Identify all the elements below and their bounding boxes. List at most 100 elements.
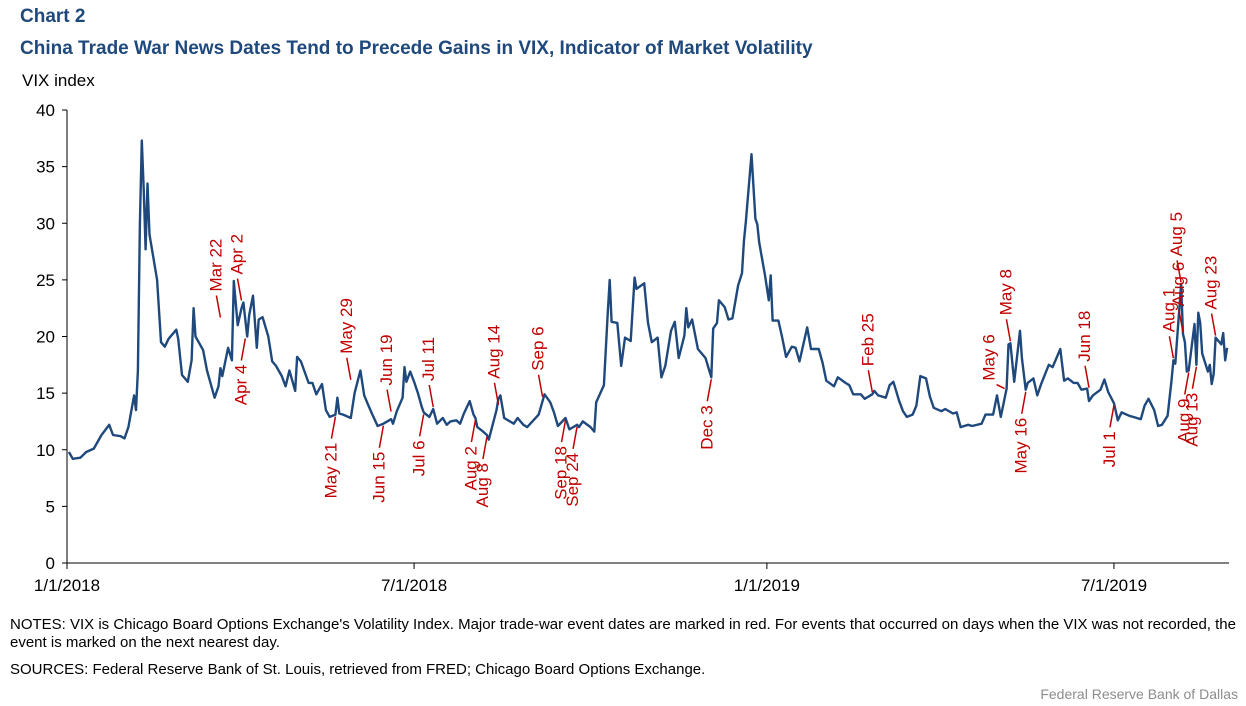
y-tick-label: 35 — [36, 158, 55, 177]
y-tick-label: 5 — [46, 497, 55, 516]
event-leader-line — [1168, 336, 1175, 359]
credit-text: Federal Reserve Bank of Dallas — [1040, 686, 1238, 702]
event-leader-line — [418, 414, 425, 437]
event-annotation: Jul 11 — [419, 337, 438, 408]
event-leader-line — [1191, 366, 1198, 389]
event-annotation: Aug 23 — [1202, 256, 1221, 336]
event-annotation: Jun 18 — [1075, 311, 1094, 388]
event-label: Aug 9 — [1175, 398, 1194, 442]
event-leader-line — [493, 382, 500, 405]
y-tick-label: 10 — [36, 441, 55, 460]
y-tick-label: 15 — [36, 384, 55, 403]
event-label: May 21 — [321, 443, 340, 499]
event-annotation: Jul 6 — [410, 414, 429, 476]
event-annotation: Mar 22 — [206, 239, 225, 318]
event-label: Mar 22 — [206, 239, 225, 292]
x-tick-label: 7/1/2019 — [1081, 576, 1147, 595]
event-leader-line — [240, 338, 247, 361]
event-annotation: Sep 24 — [563, 426, 582, 507]
event-label: Aug 5 — [1167, 212, 1186, 256]
event-leader-line — [1178, 310, 1184, 333]
event-label: May 6 — [980, 334, 999, 380]
x-tick-label: 1/1/2019 — [734, 576, 800, 595]
event-leader-line — [236, 278, 243, 301]
y-tick-label: 25 — [36, 271, 55, 290]
event-annotation: Sep 6 — [529, 326, 548, 397]
event-annotations: Mar 22 Apr 2 Apr 4 May 21 May 29 Jun 15 Jun 19… — [206, 212, 1220, 507]
event-label: Sep 18 — [552, 446, 571, 500]
event-annotation: Apr 2 — [227, 234, 246, 301]
axes: 0 5 10 15 20 25 30 35 40 1/1/2018 7/1/2018 1/1/2019… — [34, 101, 1229, 595]
event-annotation: Aug 13 — [1182, 366, 1201, 447]
event-label: Sep 6 — [529, 326, 548, 370]
event-label: Feb 25 — [858, 313, 877, 366]
event-leader-line — [867, 370, 874, 393]
event-leader-line — [1005, 319, 1012, 342]
event-annotation: Apr 4 — [231, 338, 250, 406]
event-leader-line — [1084, 365, 1090, 388]
event-annotation: May 6 — [980, 334, 1005, 390]
chart-label: Chart 2 — [20, 6, 86, 27]
event-label: Jun 18 — [1075, 311, 1094, 362]
event-annotation: May 8 — [996, 269, 1015, 342]
event-label: Aug 2 — [461, 446, 480, 490]
event-annotation: Aug 8 — [473, 436, 492, 507]
event-leader-line — [706, 379, 713, 402]
event-leader-line — [330, 416, 337, 439]
event-annotation: Sep 18 — [552, 419, 571, 500]
event-leader-line — [346, 357, 352, 380]
y-tick-label: 30 — [36, 214, 55, 233]
event-leader-line — [386, 389, 392, 412]
event-label: Aug 1 — [1159, 288, 1178, 332]
series-layer — [67, 139, 1229, 460]
event-annotation: Aug 9 — [1175, 372, 1194, 443]
event-label: Aug 6 — [1169, 262, 1188, 306]
event-leader-line — [470, 419, 477, 443]
sources-text: SOURCES: Federal Reserve Bank of St. Lou… — [10, 661, 706, 678]
event-leader-line — [996, 383, 1005, 390]
event-label: Sep 24 — [563, 453, 582, 507]
event-leader-line — [1183, 372, 1190, 395]
event-annotation: Feb 25 — [858, 313, 877, 393]
event-leader-line — [1109, 405, 1115, 428]
event-leader-line — [378, 425, 385, 448]
event-annotation: Aug 6 — [1169, 262, 1188, 333]
x-tick-label: 1/1/2018 — [34, 576, 100, 595]
y-tick-label: 40 — [36, 101, 55, 120]
event-label: Aug 8 — [473, 463, 492, 507]
event-label: Aug 14 — [484, 325, 503, 379]
event-annotation: Aug 14 — [484, 325, 503, 405]
event-annotation: May 21 — [321, 416, 340, 499]
event-leader-line — [215, 295, 222, 318]
event-label: May 8 — [996, 269, 1015, 315]
event-leader-line — [1176, 260, 1182, 283]
event-label: Apr 4 — [231, 365, 250, 406]
event-annotation: Jun 15 — [369, 425, 388, 503]
notes-text: NOTES: VIX is Chicago Board Options Exch… — [10, 616, 1236, 651]
event-leader-line — [537, 374, 544, 397]
event-label: Aug 13 — [1182, 393, 1201, 447]
event-annotation: May 16 — [1012, 391, 1031, 474]
event-annotation: Aug 5 — [1167, 212, 1186, 283]
chart-title: China Trade War News Dates Tend to Prece… — [20, 38, 813, 59]
vix-line-chart: VIX index 0 5 10 15 20 25 30 35 40 1/1/2018 7/1/20… — [22, 71, 1229, 595]
event-label: Jul 1 — [1100, 431, 1119, 467]
y-tick-label: 0 — [46, 554, 55, 573]
x-tick-label: 7/1/2018 — [381, 576, 447, 595]
event-label: Jul 6 — [410, 440, 429, 476]
event-label: Jun 15 — [369, 452, 388, 503]
event-label: Jun 19 — [377, 334, 396, 385]
event-annotation: Dec 3 — [697, 379, 716, 450]
event-label: May 29 — [337, 298, 356, 354]
event-leader-line — [428, 384, 434, 408]
y-tick-label: 20 — [36, 328, 55, 347]
event-label: Jul 11 — [419, 337, 438, 381]
event-leader-line — [572, 426, 578, 449]
event-label: Dec 3 — [697, 405, 716, 449]
event-leader-line — [482, 436, 488, 460]
event-annotation: Jul 1 — [1100, 405, 1119, 467]
event-label: May 16 — [1012, 418, 1031, 474]
event-label: Apr 2 — [227, 234, 246, 275]
event-label: Aug 23 — [1202, 256, 1221, 310]
event-annotation: May 29 — [337, 298, 356, 380]
